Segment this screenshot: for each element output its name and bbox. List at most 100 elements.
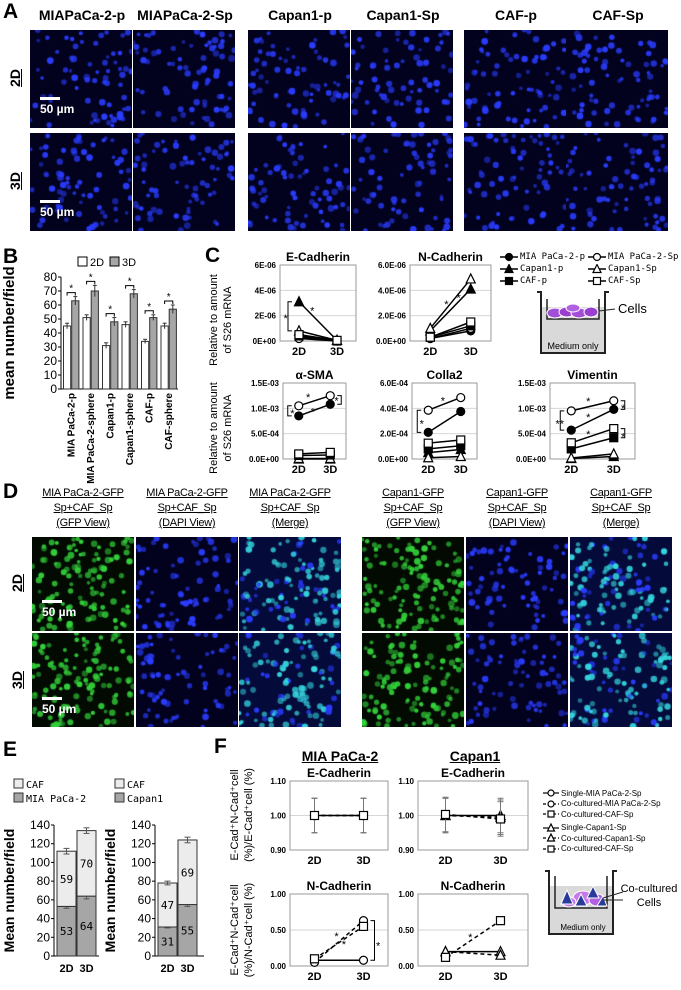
y-tick-label: 140	[131, 818, 151, 832]
series-caf-sp	[423, 435, 466, 448]
chart-title: E-Cadherin	[307, 766, 371, 780]
chart-f-mia-e-cadherin: E-Cadherin 0.90 1.00 1.10 2D 3D	[262, 765, 392, 870]
significance-star: *	[89, 272, 93, 283]
data-point	[609, 404, 619, 414]
y-tick-label: 4.0E-06	[378, 286, 407, 295]
bar-3d	[71, 300, 80, 390]
significance-bracket	[559, 410, 565, 431]
legend-label: MIA PaCa-2-Sp	[608, 252, 679, 262]
d-header: MIA PaCa-2-GFP Sp+CAF_Sp (DAPI View)	[137, 486, 237, 531]
data-point	[466, 317, 476, 327]
microscopy-image-capan1-p-3d	[248, 133, 350, 231]
legend-item: Single-Capan1-Sp	[543, 822, 681, 834]
x-tick-label: CAF-sphere	[164, 393, 175, 450]
data-point	[358, 810, 369, 821]
well-outline	[537, 291, 609, 354]
significance-star: *	[456, 293, 461, 305]
significance-star: *	[311, 406, 316, 418]
bar-value-label: 47	[161, 899, 174, 912]
legend-marker-circle-icon	[588, 252, 606, 262]
cocultured-cells-label: Co-cultured Cells	[620, 883, 678, 909]
series-line	[429, 278, 472, 329]
chart-title: E-Cadherin	[286, 250, 350, 264]
series-capan1-sp	[424, 272, 477, 333]
series-caf-sp	[425, 317, 476, 342]
bar-2d	[160, 325, 169, 390]
y-tick-label: 2E-06	[255, 312, 277, 321]
y-tick-label: 0.50	[398, 926, 414, 935]
legend-marker-triangle-icon	[543, 822, 559, 832]
legend-marker-circle-icon	[543, 789, 559, 797]
well-outline	[545, 870, 617, 935]
insert-outline	[554, 876, 608, 909]
legend-swatch	[114, 792, 125, 803]
microscopy-image-capan1-sp-2d	[351, 30, 453, 128]
legend-swatch-2D	[77, 256, 88, 267]
x-tick-label: 2D	[292, 346, 306, 358]
chart-svg: E-Cadherin 0.90 1.00 1.10 2D 3D	[398, 766, 529, 867]
f-ylabel-bottom: E-Cad⁺N-Cad⁺cell (%)/N-Cad⁺cell (%)	[228, 880, 258, 980]
legend-marker-circle-icon	[500, 252, 518, 262]
legend-label: CAF-Sp	[608, 276, 641, 286]
d-header-line: Sp+CAF_Sp	[591, 502, 651, 514]
plot-area	[417, 893, 529, 967]
series-mia-paca-2-sp	[566, 396, 619, 416]
significance-star: *	[147, 302, 151, 313]
chart-b-cell-counts: 0 10 20 30 40 50 60 70 80 mean number/field 2D 3D * M…	[0, 255, 200, 484]
legend-item: Capan1-Sp	[588, 263, 681, 275]
significance-star: *	[444, 299, 449, 311]
scale-bar: 50 µm	[40, 97, 74, 116]
f-legend: Single-MIA PaCa-2-Sp Co-cultured-MIA PaCa…	[543, 788, 681, 854]
ylabel-line: Relative to amount	[208, 382, 220, 474]
chart-e-capan1: CAF Capan1 0 20 40 60 80 100 120 140 Mean number/f…	[102, 775, 210, 985]
significance-star: *	[342, 939, 347, 951]
y-tick-label: 70	[44, 284, 58, 298]
series-line	[430, 327, 471, 340]
significance-bracket	[287, 301, 292, 332]
y-tick-label: 6.0E-04	[380, 379, 409, 388]
significance-bracket	[370, 920, 375, 961]
significance-star: *	[284, 313, 289, 325]
ylabel-line: E-Cad⁺N-Cad⁺cell	[229, 769, 241, 861]
y-tick-label: 6E-06	[255, 261, 277, 270]
d-header: Capan1-GFP Sp+CAF_Sp (Merge)	[571, 486, 671, 531]
chart-c-vimentin: Vimentin 0.0E+00 5.0E-04 1.0E-03 1.5E-03 2D 3D…	[505, 367, 638, 477]
series-line	[298, 454, 331, 457]
panel-label-e: E	[3, 738, 18, 761]
scale-bar-label: 50 µm	[40, 205, 75, 219]
y-tick-label: 1.0E-03	[518, 404, 547, 413]
c-ylabel-top: Relative to amount of S26 mRNA	[207, 270, 237, 370]
series-line	[298, 394, 331, 407]
series-line	[570, 408, 615, 431]
d-header-line: Sp+CAF_Sp	[157, 502, 217, 514]
a-header: Capan1-Sp	[366, 7, 440, 23]
x-tick-label: 2D	[59, 963, 73, 975]
series-line	[314, 920, 364, 963]
bar-value-label: 31	[161, 935, 174, 948]
legend-marker	[546, 822, 556, 832]
legend-marker-square-icon	[543, 845, 559, 853]
y-tick-label: 1.00	[270, 890, 286, 899]
y-tick-label: 1.5E-03	[518, 379, 547, 388]
coculture-well-diagram	[545, 870, 623, 935]
data-point	[423, 438, 433, 448]
x-tick-label: 3D	[330, 346, 344, 358]
x-tick-label: MIA PaCa-2-p	[67, 393, 78, 457]
legend-marker	[547, 789, 555, 797]
d-header-line: (DAPI View)	[158, 517, 216, 529]
series-line	[298, 301, 338, 341]
x-tick-label: 2D	[421, 464, 435, 476]
scale-bar: 50 µm	[42, 697, 76, 716]
d-header-line: MIA PaCa-2-GFP	[249, 487, 331, 499]
y-tick-label: 0.0E+00	[249, 455, 280, 464]
y-tick-label: 60	[44, 298, 58, 312]
legend-label: CAF	[127, 780, 145, 791]
d-header: MIA PaCa-2-GFP Sp+CAF_Sp (Merge)	[240, 486, 340, 531]
ylabel-line: of S26 mRNA	[222, 286, 234, 354]
series-co-cultured-caf-sp	[309, 797, 369, 834]
significance-star: *	[334, 396, 339, 408]
chart-svg: CAF Capan1 0 20 40 60 80 100 120 140 Mean number/f…	[102, 778, 204, 975]
legend-item: Co-cultured-CAF-Sp	[543, 809, 681, 820]
scale-bar: 50 µm	[40, 200, 74, 219]
legend-label: CAF	[26, 780, 44, 791]
